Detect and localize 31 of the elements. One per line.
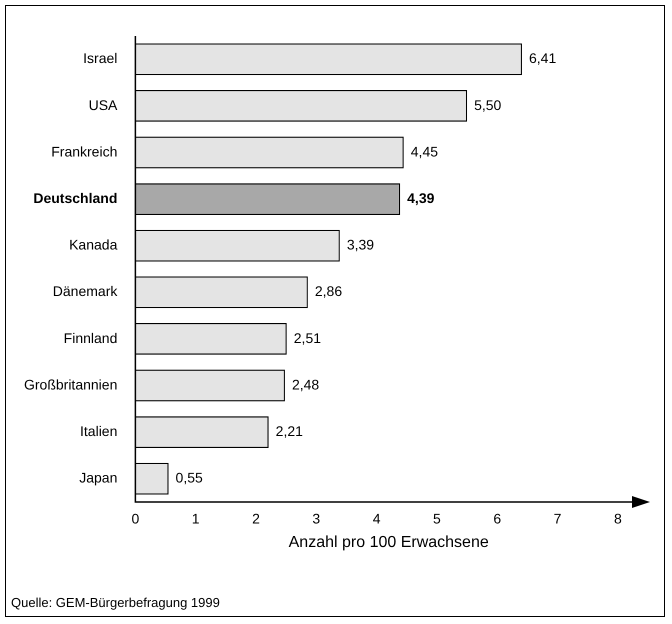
x-tick-label: 7 [554,510,562,526]
data-label: 2,51 [294,330,322,346]
data-label: 6,41 [528,50,556,66]
data-label: 4,39 [407,190,435,206]
y-tick-label: Dänemark [52,283,118,300]
data-label: 2,86 [314,283,342,300]
y-tick-label: Großbritannien [24,376,118,392]
x-tick-label: 1 [192,510,200,526]
x-axis-title: Anzahl pro 100 Erwachsene [288,534,489,551]
source-note: Quelle: GEM-Bürgerbefragung 1999 [11,595,220,610]
y-tick-label: Japan [79,470,118,486]
y-tick-label: USA [88,96,118,113]
data-label: 2,21 [276,422,304,439]
x-tick-label: 8 [614,510,622,526]
data-label: 3,39 [346,236,374,253]
x-tick-label: 0 [131,510,140,526]
y-tick-label: Italien [80,422,118,439]
x-tick-label: 5 [433,510,442,526]
x-tick-label: 4 [372,510,381,526]
y-tick-label: Deutschland [33,190,118,206]
data-label: 2,48 [292,376,320,392]
y-tick-label: Finnland [64,330,118,346]
data-label: 5,50 [474,96,502,113]
y-tick-label: Kanada [69,236,118,253]
y-tick-label: Frankreich [51,143,118,160]
x-tick-label: 2 [252,510,260,526]
y-tick-label: Israel [83,50,118,66]
data-label: 4,45 [410,143,438,160]
x-tick-label: 6 [493,510,502,526]
data-label: 0,55 [176,470,204,486]
x-tick-label: 3 [312,510,320,526]
